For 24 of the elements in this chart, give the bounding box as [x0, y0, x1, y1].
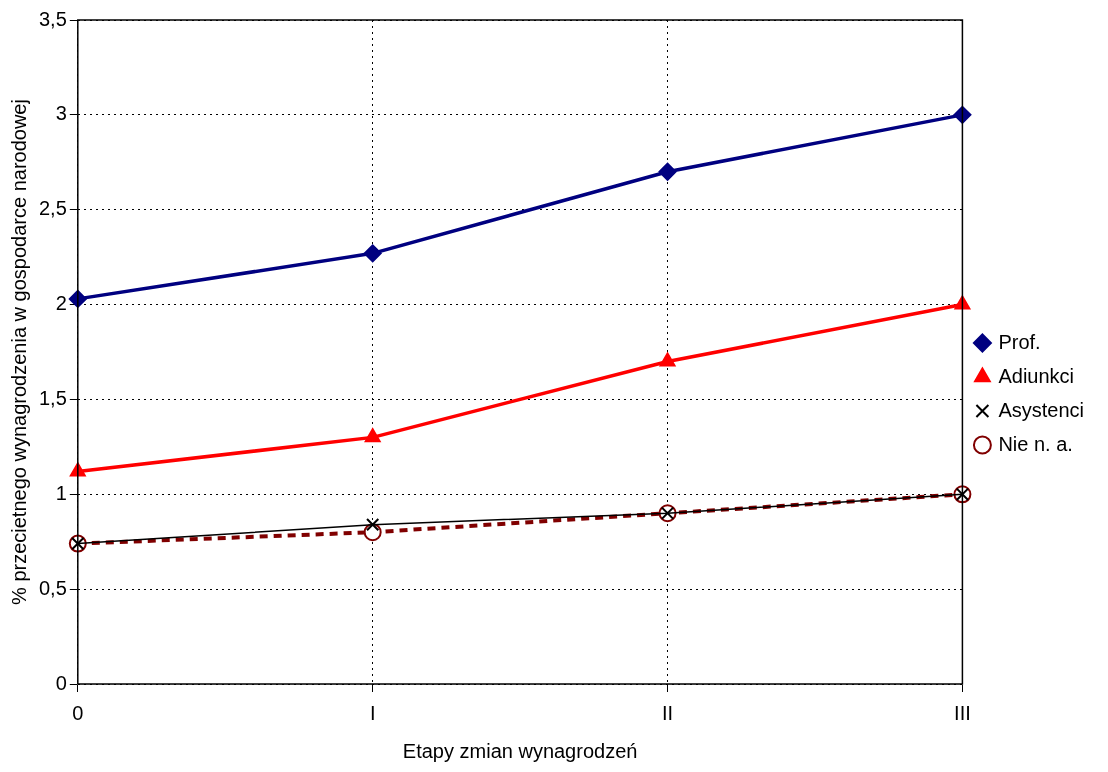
x-tick-label: I — [369, 701, 376, 724]
x-tick-label: 0 — [72, 701, 84, 724]
y-tick-label: 3,5 — [38, 7, 67, 30]
y-axis-title: % przecietnego wynagrodzenia w gospodarce narodowej — [7, 99, 30, 605]
point — [659, 352, 676, 367]
y-tick-label: 0,5 — [38, 576, 67, 599]
point — [363, 244, 382, 263]
y-tick-label: 1 — [55, 481, 67, 504]
x-axis-title: Etapy zmian wynagrodzeń — [402, 739, 638, 762]
point — [658, 162, 677, 181]
x-tick-label: III — [954, 701, 971, 724]
legend-label: Prof. — [998, 330, 1041, 353]
legend-label: Adiunkci — [998, 364, 1075, 387]
legend-label: Asystenci — [998, 398, 1085, 421]
legend-label: Nie n. a. — [998, 432, 1073, 455]
y-tick-label: 0 — [55, 671, 67, 694]
y-tick-label: 1,5 — [38, 386, 67, 409]
y-tick-label: 2 — [55, 292, 67, 315]
x-tick-label: II — [661, 701, 674, 724]
y-tick-label: 3 — [55, 102, 67, 125]
point — [366, 517, 380, 532]
point — [364, 428, 381, 443]
point — [954, 295, 971, 310]
y-tick-label: 2,5 — [38, 197, 67, 220]
